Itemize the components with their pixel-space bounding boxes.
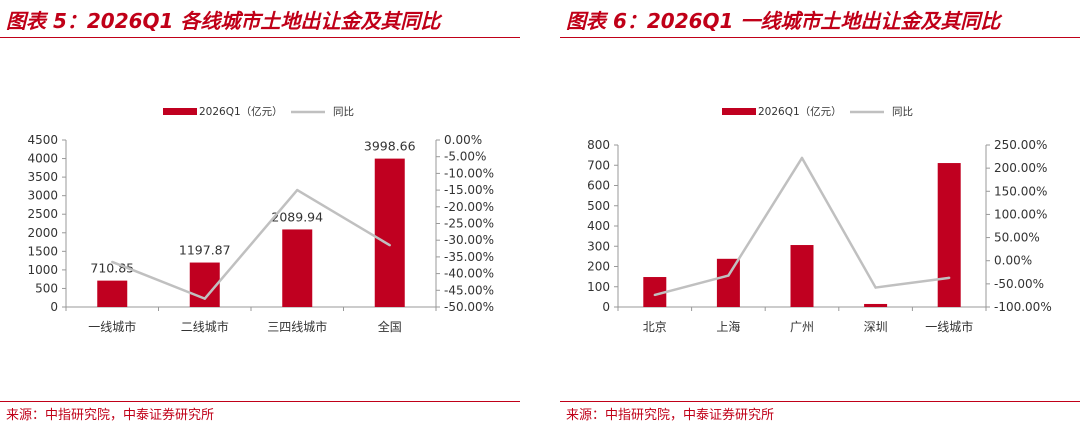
source-rule — [0, 401, 520, 402]
x-category-label: 上海 — [716, 319, 740, 334]
bar — [374, 158, 405, 307]
y-right-tick-label: 150.00% — [994, 184, 1047, 198]
y-left-tick-label: 1500 — [27, 244, 58, 258]
legend-label-bar: 2026Q1（亿元） — [758, 105, 842, 118]
y-right-tick-label: 100.00% — [994, 207, 1047, 221]
x-category-label: 北京 — [643, 320, 667, 334]
x-category-label: 三四线城市 — [267, 319, 327, 334]
y-right-tick-label: -10.00% — [444, 166, 494, 180]
y-right-tick-label: -15.00% — [444, 183, 494, 197]
yoy-line — [111, 188, 391, 300]
y-right-tick-label: 50.00% — [994, 231, 1040, 245]
bar-data-label: 710.85 — [90, 261, 134, 276]
bar — [864, 303, 888, 307]
y-left-tick-label: 4000 — [27, 152, 58, 166]
y-right-tick-label: -25.00% — [444, 217, 494, 231]
y-right-tick-label: -50.00% — [444, 300, 494, 314]
title-rule — [560, 37, 1080, 38]
figure-panel-5: 图表 5：2026Q1 各线城市土地出让金及其同比 2026Q1（亿元） 同比 0 5… — [0, 0, 520, 425]
bar-data-label: 1197.87 — [179, 243, 231, 258]
y-right-tick-label: -45.00% — [444, 283, 494, 297]
y-right-tick-label: -30.00% — [444, 233, 494, 247]
bar — [282, 229, 313, 307]
x-category-label: 全国 — [378, 319, 402, 334]
y-right-tick-label: 0.00% — [994, 254, 1032, 268]
y-left-tick-label: 0 — [602, 300, 610, 314]
bar — [643, 277, 667, 307]
legend-label-line: 同比 — [892, 105, 913, 118]
yoy-point — [800, 156, 804, 160]
y-left-tick-label: 500 — [35, 281, 58, 295]
y-left-tick-label: 2500 — [27, 207, 58, 221]
y-right-tick-label: -35.00% — [444, 250, 494, 264]
bar-data-label: 3998.66 — [364, 139, 416, 154]
figure-source: 来源：中指研究院，中泰证券研究所 — [566, 408, 775, 423]
yoy-point — [653, 293, 656, 297]
y-left-tick-label: 3500 — [27, 170, 58, 184]
y-left-tick-label: 4500 — [27, 133, 58, 147]
yoy-point — [388, 244, 391, 247]
chart-land-sales-tier1-cities: 2026Q1（亿元） 同比 0 100 200 300 400 500 600 700 800 -10… — [587, 105, 1052, 334]
bar — [937, 163, 961, 307]
figure-panel-6: 图表 6：2026Q1 一线城市土地出让金及其同比 2026Q1（亿元） 同比 0 1… — [560, 0, 1080, 425]
y-left-tick-label: 500 — [587, 199, 610, 213]
legend-label-bar: 2026Q1（亿元） — [199, 105, 283, 118]
y-left-tick-label: 800 — [587, 138, 610, 152]
chart-legend: 2026Q1（亿元） 同比 — [163, 105, 354, 118]
yoy-point — [203, 297, 206, 300]
yoy-point — [296, 188, 299, 192]
y-right-tick-label: 200.00% — [994, 161, 1047, 175]
y-right-tick-label: -5.00% — [444, 150, 486, 164]
yoy-point — [727, 274, 730, 277]
y-left-tick-label: 1000 — [27, 263, 58, 277]
bar — [790, 245, 814, 307]
y-left-tick-label: 600 — [587, 179, 610, 193]
bar — [716, 258, 740, 307]
y-left-tick-label: 700 — [587, 158, 610, 172]
figure-source: 来源：中指研究院，中泰证券研究所 — [6, 408, 215, 423]
yoy-point — [948, 276, 951, 280]
chart-legend: 2026Q1（亿元） 同比 — [722, 105, 913, 118]
y-left-tick-label: 200 — [587, 260, 610, 274]
yoy-point — [111, 260, 114, 264]
x-category-label: 二线城市 — [181, 319, 229, 334]
y-right-tick-label: -20.00% — [444, 200, 494, 214]
y-left-tick-label: 300 — [587, 239, 610, 253]
figure-title: 图表 6：2026Q1 一线城市土地出让金及其同比 — [566, 9, 1001, 33]
source-rule — [560, 401, 1080, 402]
x-category-label: 深圳 — [864, 320, 888, 334]
y-left-tick-label: 100 — [587, 280, 610, 294]
x-category-label: 广州 — [790, 320, 814, 334]
legend-swatch-bar — [722, 108, 756, 115]
x-category-label: 一线城市 — [88, 319, 136, 334]
y-right-tick-label: -50.00% — [994, 277, 1044, 291]
bar-data-label: 2089.94 — [271, 209, 323, 224]
legend-swatch-bar — [163, 108, 197, 115]
y-left-tick-label: 3000 — [27, 189, 58, 203]
yoy-point — [874, 286, 877, 289]
y-left-tick-label: 2000 — [27, 226, 58, 240]
figure-title: 图表 5：2026Q1 各线城市土地出让金及其同比 — [6, 9, 441, 33]
y-left-tick-label: 0 — [50, 300, 58, 314]
y-right-tick-label: -100.00% — [994, 300, 1052, 314]
y-right-tick-label: 0.00% — [444, 133, 482, 147]
bar — [97, 280, 128, 307]
title-rule — [0, 37, 520, 38]
legend-label-line: 同比 — [333, 105, 354, 118]
y-right-tick-label: -40.00% — [444, 267, 494, 281]
y-right-tick-label: 250.00% — [994, 138, 1047, 152]
y-left-tick-label: 400 — [587, 219, 610, 233]
chart-land-sales-by-tier: 2026Q1（亿元） 同比 0 500 1000 1500 2000 2500 3000 3500… — [27, 105, 494, 334]
x-category-label: 一线城市 — [925, 319, 973, 334]
